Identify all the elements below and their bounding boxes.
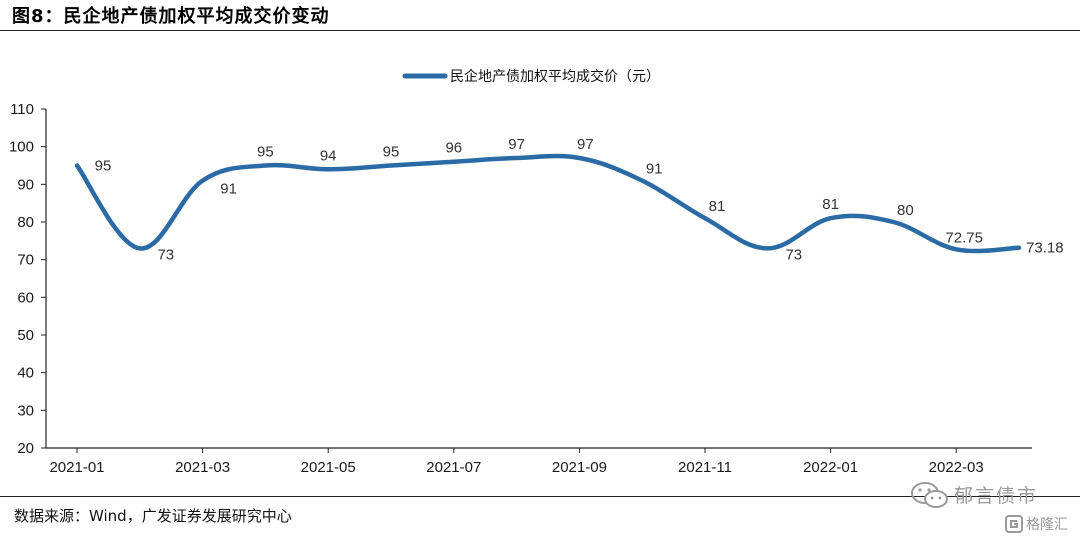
wechat-icon	[911, 482, 948, 508]
y-tick-label: 20	[17, 440, 34, 457]
x-tick-label: 2021-01	[49, 459, 104, 476]
data-label: 80	[897, 202, 914, 219]
data-label: 97	[577, 136, 594, 153]
data-label: 91	[220, 181, 237, 198]
bottom-rule	[0, 496, 1080, 497]
x-tick-label: 2021-05	[301, 459, 356, 476]
y-tick-label: 110	[10, 101, 34, 118]
data-label: 95	[95, 158, 112, 175]
x-tick-label: 2021-03	[175, 459, 230, 476]
data-label: 73	[157, 246, 174, 263]
y-tick-label: 100	[9, 139, 34, 156]
data-label: 73.18	[1026, 240, 1064, 257]
data-label: 94	[320, 147, 337, 164]
chart-axes	[45, 109, 1032, 449]
y-tick-label: 60	[17, 289, 34, 306]
top-rule	[0, 30, 1080, 31]
y-tick-label: 90	[17, 176, 34, 193]
data-label: 73	[785, 246, 802, 263]
data-labels: 95 73 91 95 94 95 96 97 97 91 81 73 81 80 72.75 73.18	[95, 136, 1064, 263]
figure-title: 图8：民企地产债加权平均成交价变动	[12, 6, 330, 27]
gelonghui-logo-icon	[1005, 515, 1023, 533]
data-label: 96	[445, 140, 462, 157]
x-tick-label: 2021-07	[426, 459, 481, 476]
y-tick-label: 30	[17, 402, 34, 419]
x-axis-ticks: 2021-01 2021-03 2021-05 2021-07 2021-09 2021-…	[49, 448, 984, 476]
y-tick-label: 50	[17, 327, 34, 344]
x-tick-label: 2021-09	[552, 459, 607, 476]
data-label: 97	[508, 136, 525, 153]
data-label: 81	[822, 196, 839, 213]
data-label: 95	[257, 144, 274, 161]
watermark: 郁言债市 格隆汇	[910, 480, 1075, 538]
x-tick-label: 2022-03	[929, 459, 984, 476]
data-label: 95	[383, 144, 400, 161]
chart-legend: 民企地产债加权平均成交价（元）	[402, 68, 660, 85]
y-tick-label: 40	[17, 365, 34, 382]
y-tick-label: 80	[17, 214, 34, 231]
series-line	[74, 153, 1022, 254]
y-axis-ticks: 20 30 40 50 60 70 80 90 100 110	[9, 101, 46, 457]
data-label: 91	[646, 161, 663, 178]
source-note: 数据来源：Wind，广发证券发展研究中心	[14, 507, 292, 525]
legend-label: 民企地产债加权平均成交价（元）	[450, 68, 660, 85]
data-label: 72.75	[945, 229, 983, 246]
x-tick-label: 2021-11	[678, 459, 732, 476]
watermark-text: 郁言债市	[954, 485, 1039, 507]
data-label: 81	[709, 198, 726, 215]
watermark-brand: 格隆汇	[1026, 517, 1068, 533]
y-tick-label: 70	[17, 252, 34, 269]
x-tick-label: 2022-01	[803, 459, 858, 476]
